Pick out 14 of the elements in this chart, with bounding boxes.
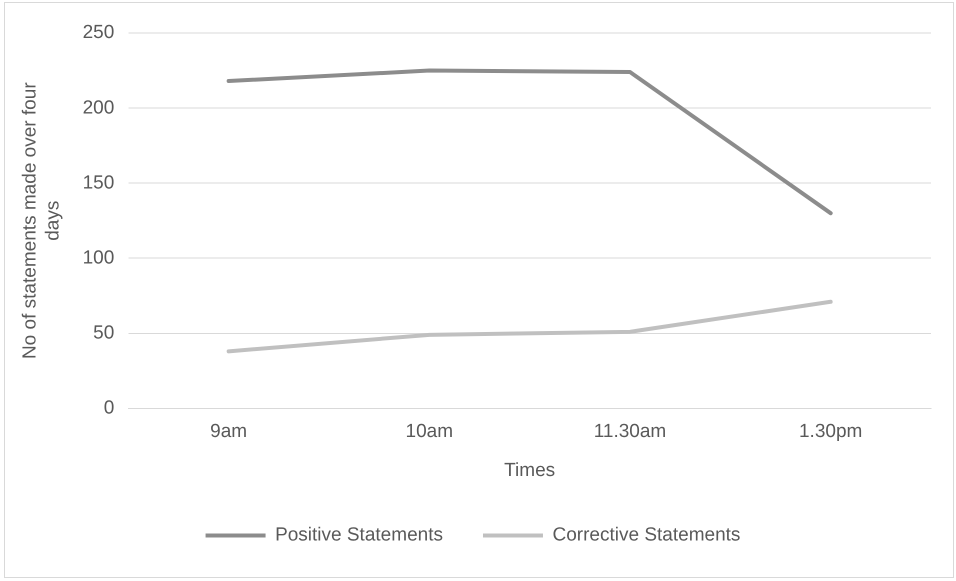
y-tick-label: 200 (82, 97, 114, 118)
x-tick-label: 11.30am (594, 421, 666, 442)
legend-label: Positive Statements (275, 524, 443, 546)
y-tick-label: 50 (93, 322, 114, 344)
y-tick-label: 0 (104, 398, 114, 419)
x-tick-label: 10am (406, 421, 454, 442)
y-axis-title: No of statements made over four days (20, 82, 64, 360)
y-tick-label: 100 (82, 247, 114, 268)
legend-label: Corrective Statements (552, 524, 740, 546)
y-tick-label: 250 (82, 22, 114, 44)
x-axis-title: Times (504, 460, 556, 481)
y-tick-label: 150 (82, 172, 114, 194)
x-tick-label: 9am (210, 421, 248, 442)
x-tick-label: 1.30pm (798, 421, 862, 442)
